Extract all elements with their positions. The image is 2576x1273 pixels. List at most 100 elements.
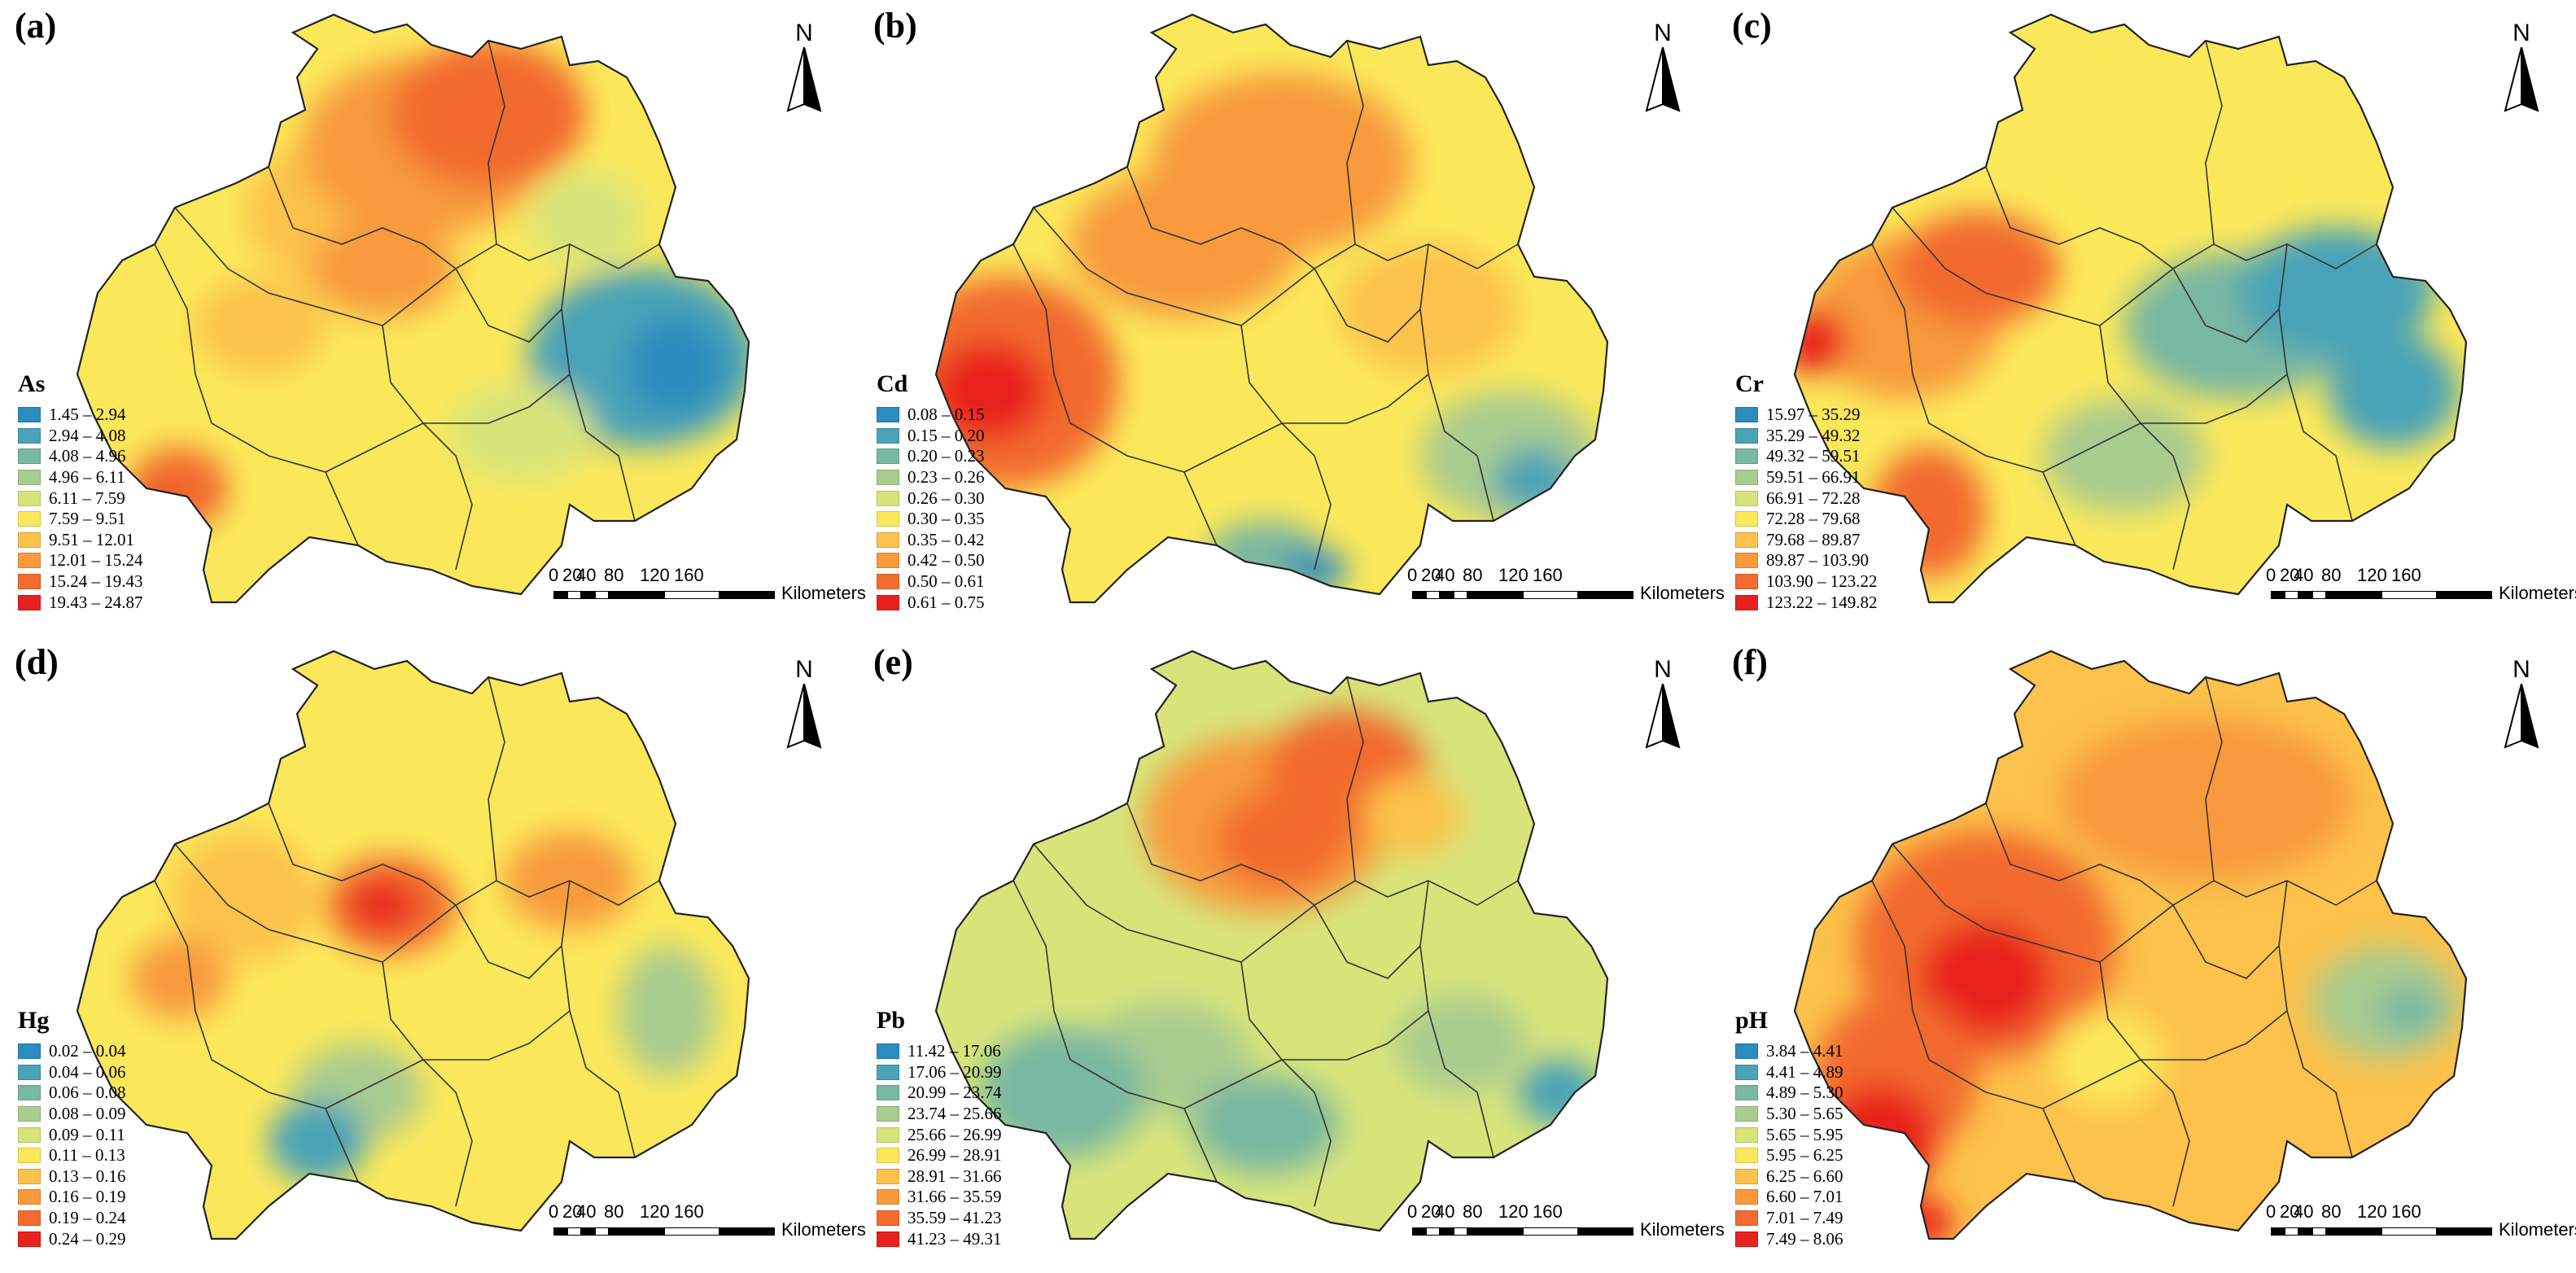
scale-tick-label: 40 — [2294, 565, 2314, 585]
legend-range-label: 6.60 – 7.01 — [1766, 1187, 1843, 1207]
scale-tick-label: 160 — [1533, 565, 1563, 585]
legend-entry: 49.32 – 59.51 — [1735, 446, 1878, 467]
scale-tick-label: 20 — [562, 565, 583, 585]
concentration-zone — [1896, 212, 2059, 326]
legend-entry: 0.16 – 0.19 — [18, 1187, 126, 1208]
legend-range-label: 59.51 – 66.91 — [1766, 467, 1861, 488]
panel-label: (d) — [15, 642, 59, 682]
legend-entry: 5.30 – 5.65 — [1735, 1104, 1843, 1125]
scale-tick-label: 80 — [604, 565, 624, 585]
prefecture-boundary — [2141, 374, 2288, 424]
legend-entry: 15.97 – 35.29 — [1735, 405, 1878, 426]
scale-segment — [609, 1227, 664, 1236]
scale-segment — [1412, 591, 1426, 599]
scale-segment — [2326, 591, 2381, 599]
legend-range-label: 0.24 – 0.29 — [49, 1228, 126, 1249]
distribution-map — [934, 13, 1609, 604]
legend-swatch — [18, 427, 41, 444]
legend-swatch — [1735, 427, 1758, 444]
province-outline — [76, 650, 750, 1240]
legend-entry: 15.24 – 19.43 — [18, 571, 143, 593]
legend-swatch — [18, 1231, 41, 1247]
legend-entry: 25.66 – 26.99 — [877, 1124, 1002, 1145]
legend: Pb 11.42 – 17.06 17.06 – 20.99 20.99 – 23.7… — [877, 1007, 1002, 1249]
prefecture-boundary — [2205, 40, 2223, 245]
scale-tick-label: 20 — [1421, 1201, 1441, 1222]
legend-title: As — [18, 370, 46, 397]
legend-entry: 0.23 – 0.26 — [877, 467, 985, 488]
scale-tick-label: 40 — [2294, 1201, 2314, 1222]
legend-entry: 123.22 – 149.82 — [1735, 592, 1878, 613]
legend-swatch — [1735, 511, 1758, 527]
legend-swatch — [1735, 1064, 1758, 1080]
legend-range-label: 0.06 – 0.08 — [49, 1083, 126, 1103]
concentration-zone — [1192, 1076, 1339, 1174]
prefecture-boundary — [1419, 880, 1494, 1158]
concentration-zone — [627, 317, 724, 415]
legend-swatch — [877, 427, 899, 444]
concentration-zone — [2043, 399, 2206, 513]
legend-swatch — [877, 1210, 899, 1227]
legend-entry: 0.04 – 0.06 — [18, 1062, 126, 1083]
map-panel-cr: (c) N Cr 15.97 – 35.29 35.29 – 49.32 49.32 – … — [1717, 0, 2576, 636]
legend-swatch — [1735, 470, 1758, 486]
scale-bar: 0 20 40 80 120 160 Kilometers — [1407, 565, 1725, 614]
legend-range-label: 0.20 – 0.23 — [908, 446, 985, 466]
legend-entry: 0.35 – 0.42 — [877, 530, 985, 551]
concentration-zone — [2328, 334, 2458, 448]
prefecture-boundary — [1033, 843, 1315, 963]
scale-segment — [1440, 1227, 1454, 1236]
north-arrow-icon: N — [1640, 656, 1686, 754]
province-outline — [1793, 650, 2468, 1240]
legend-range-label: 7.59 – 9.51 — [49, 509, 126, 529]
scale-segment — [719, 591, 775, 599]
legend-swatch — [18, 1126, 41, 1143]
scale-tick-label: 20 — [2280, 1201, 2300, 1222]
scale-segment — [567, 591, 581, 599]
legend-range-label: 0.30 – 0.35 — [908, 509, 985, 529]
legend-entry: 72.28 – 79.68 — [1735, 509, 1878, 530]
prefecture-boundary — [2278, 243, 2353, 522]
scale-tick-label: 160 — [674, 1201, 704, 1222]
map-panel-pb: (e) N Pb 11.42 – 17.06 17.06 – 20.99 20.99 – … — [859, 636, 1725, 1273]
scale-segment — [1412, 1227, 1426, 1236]
scale-segment — [664, 591, 719, 599]
prefecture-boundary — [2099, 961, 2190, 1207]
scale-tick-label: 0 — [2266, 1201, 2276, 1222]
prefecture-boundary — [2205, 676, 2223, 881]
scale-segment — [2326, 1227, 2381, 1236]
prefecture-boundary — [2141, 1010, 2288, 1061]
scale-tick-label: 0 — [1407, 1201, 1418, 1222]
prefecture-boundary — [1240, 961, 1332, 1207]
legend-entry: 0.26 – 0.30 — [877, 488, 985, 509]
legend-range-label: 5.65 – 5.95 — [1766, 1124, 1843, 1144]
prefecture-boundary — [1282, 374, 1429, 424]
legend-swatch — [18, 1064, 41, 1080]
map-panel-hg: (d) N Hg 0.02 – 0.04 0.04 – 0.06 0.06 – 0.08 0… — [0, 636, 866, 1273]
legend-swatch — [1735, 448, 1758, 465]
legend-swatch — [1735, 1085, 1758, 1101]
legend-entry: 0.42 – 0.50 — [877, 550, 985, 571]
prefecture-boundary — [1314, 904, 1421, 979]
legend-entry: 12.01 – 15.24 — [18, 550, 143, 571]
map-panel-cd: (b) N Cd 0.08 – 0.15 0.15 – 0.20 0.20 – 0.23 0… — [859, 0, 1725, 636]
scale-tick-label: 80 — [2321, 1201, 2342, 1222]
legend-range-label: 17.06 – 20.99 — [908, 1061, 1002, 1082]
north-label: N — [795, 20, 813, 46]
legend-range-label: 26.99 – 28.91 — [908, 1145, 1002, 1166]
legend-entry: 19.43 – 24.87 — [18, 592, 143, 613]
scale-unit-label: Kilometers — [2499, 1219, 2576, 1240]
prefecture-boundary — [2099, 325, 2190, 571]
legend-range-label: 11.42 – 17.06 — [908, 1041, 1001, 1061]
scale-segment — [595, 1227, 609, 1236]
concentration-zone — [2377, 986, 2442, 1035]
legend-swatch — [877, 1231, 899, 1247]
scale-tick-label: 120 — [1498, 565, 1529, 585]
north-arrow-icon: N — [781, 20, 827, 117]
scale-tick-label: 120 — [2357, 565, 2387, 585]
north-arrow-icon: N — [2499, 20, 2544, 117]
concentration-zone — [1494, 448, 1575, 513]
scale-tick-label: 160 — [2391, 1201, 2421, 1222]
scale-segment — [1467, 591, 1523, 599]
scale-tick-label: 0 — [2266, 565, 2276, 585]
